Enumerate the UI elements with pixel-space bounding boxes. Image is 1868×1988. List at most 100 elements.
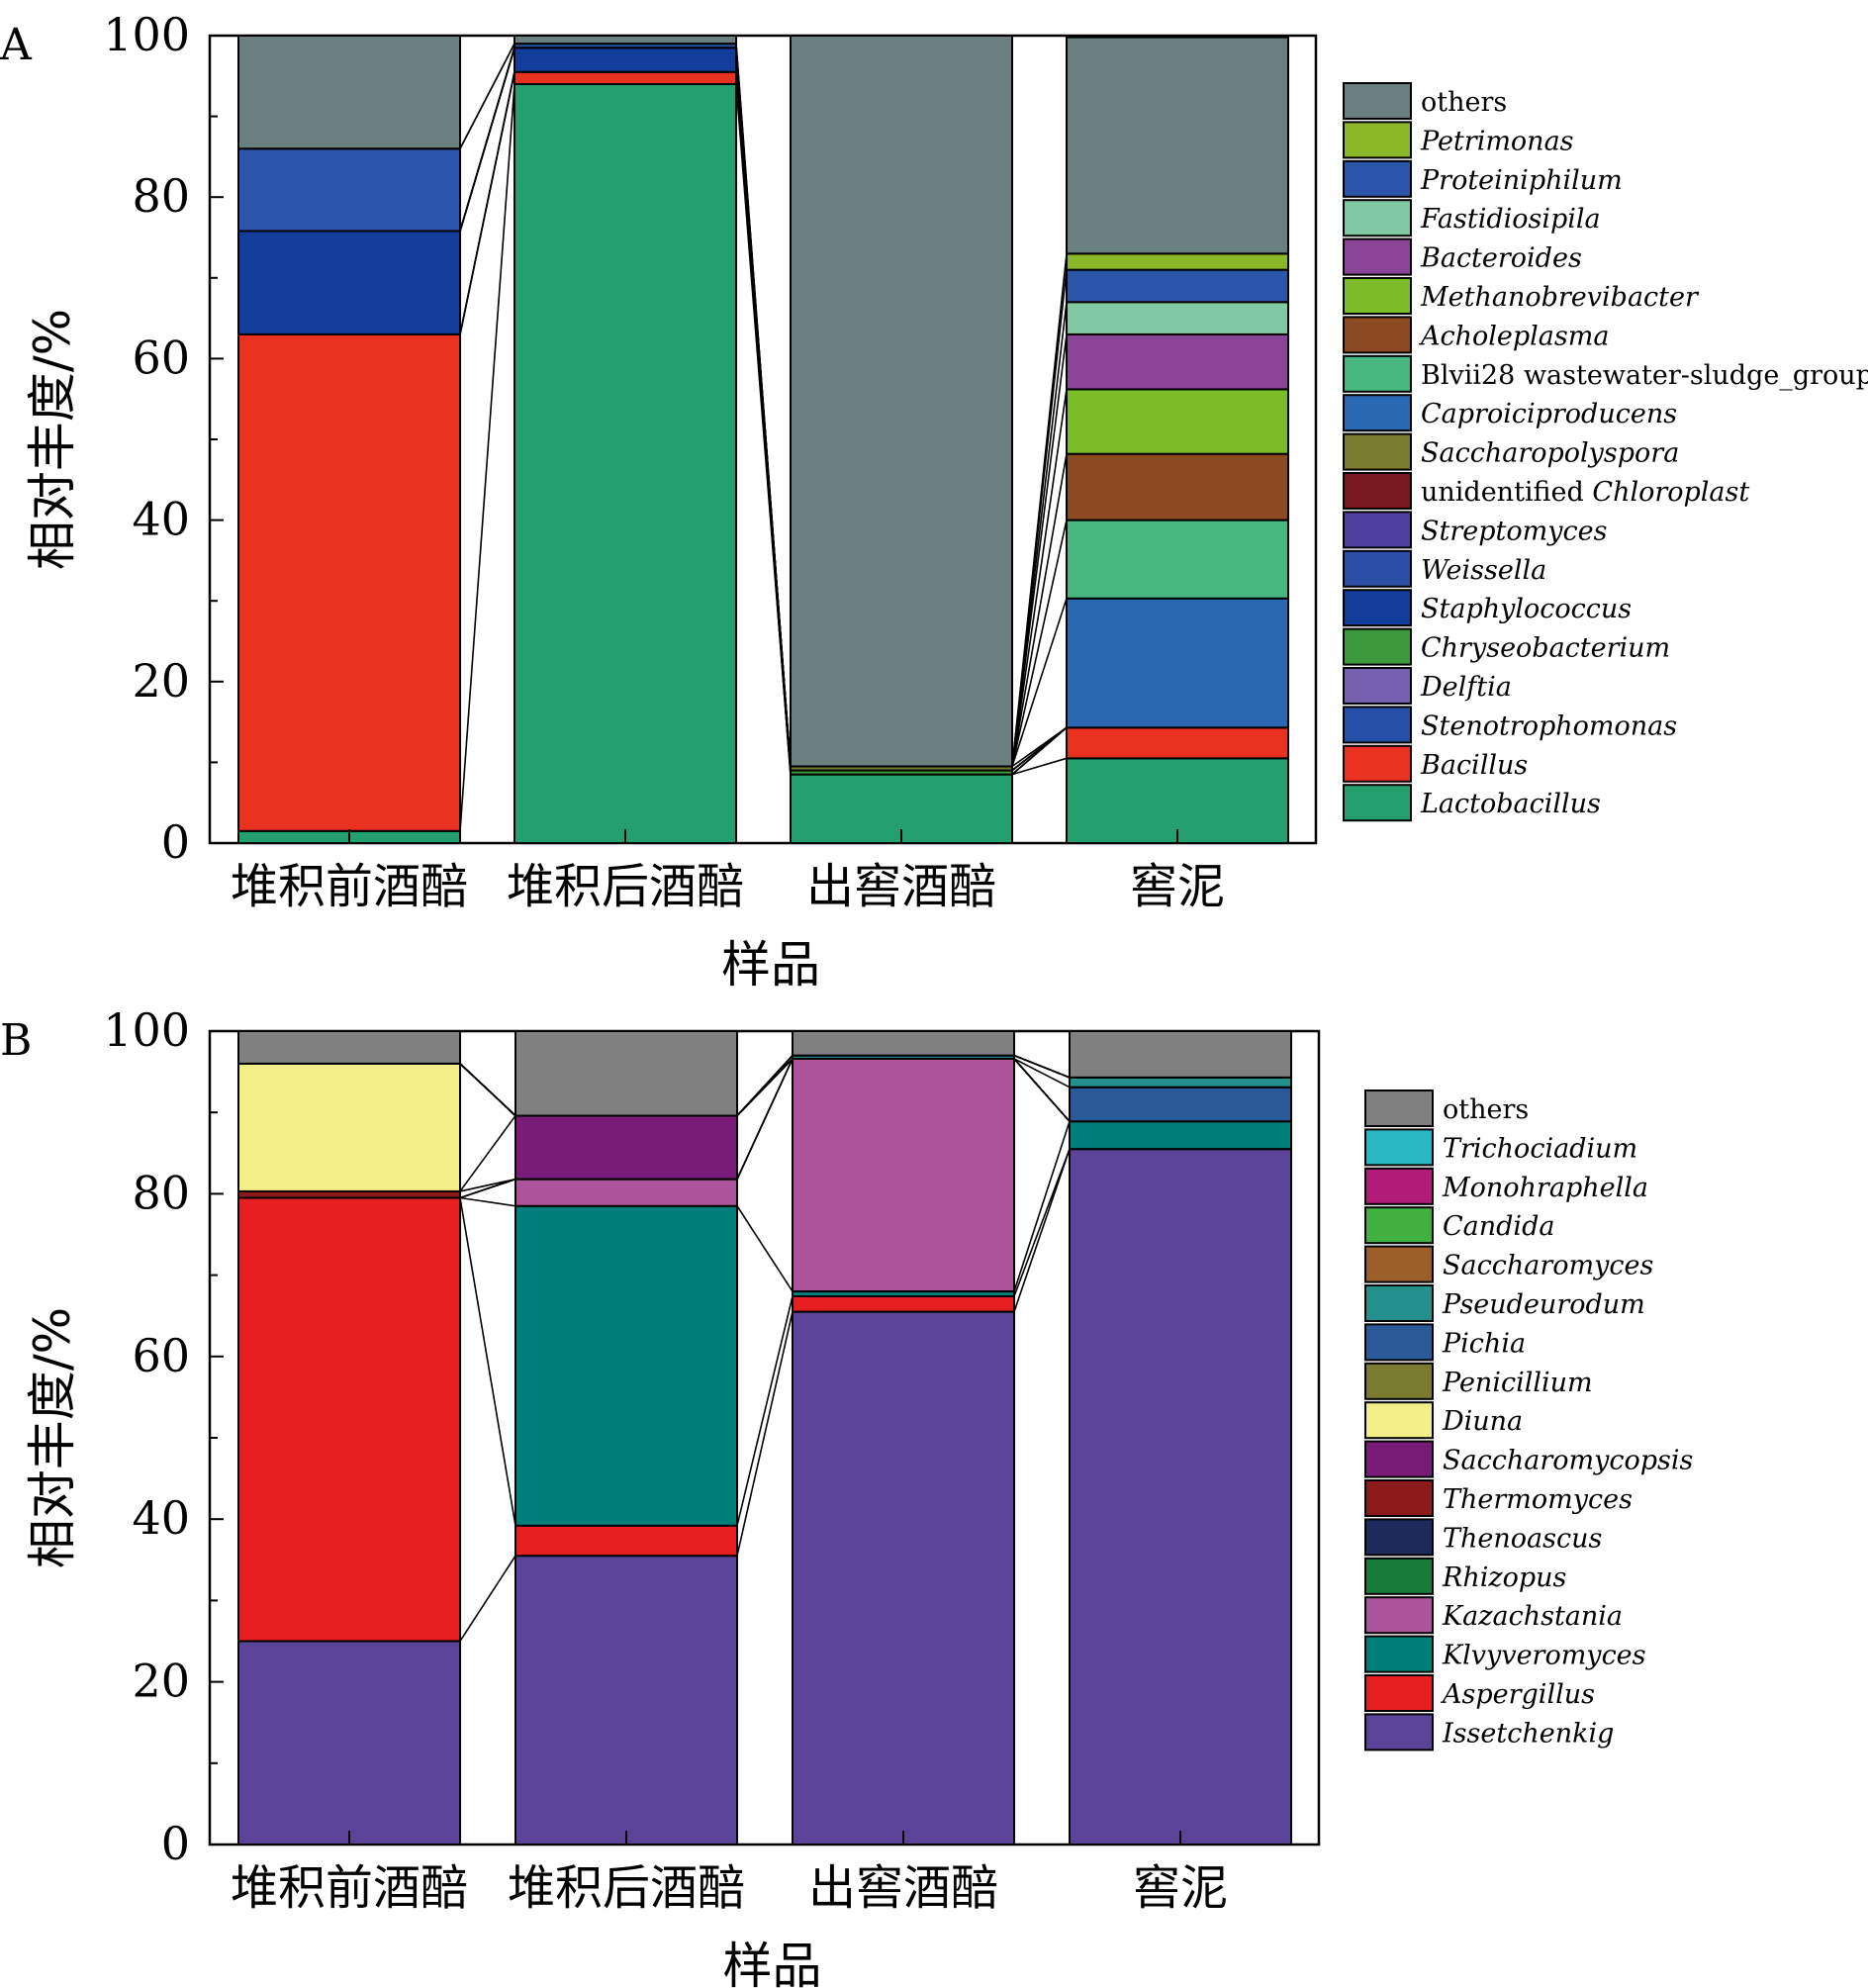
legend-label-name: Acholeplasma bbox=[1418, 321, 1609, 351]
y-tick-label: 100 bbox=[103, 8, 190, 61]
legend-label: others bbox=[1421, 87, 1507, 118]
legend: others Petrimonas Proteiniphilum Fastidiosi… bbox=[1343, 82, 1868, 822]
legend-item-blvii28-wastewater-sludge-group: Blvii28 wastewater-sludge_group bbox=[1343, 354, 1868, 393]
legend-item-methanobrevibacter: Methanobrevibacter bbox=[1343, 277, 1700, 315]
legend-item-saccharopolyspora: Saccharopolyspora bbox=[1343, 432, 1679, 471]
legend-item-others: others bbox=[1343, 82, 1507, 120]
legend-item-fastidiosipila: Fastidiosipila bbox=[1343, 199, 1601, 237]
legend-label: Weissella bbox=[1421, 555, 1546, 586]
legend-label: Aspergillus bbox=[1440, 1679, 1595, 1710]
y-tick-label: 0 bbox=[161, 815, 190, 869]
bar-segment-methanobrevibacter-4 bbox=[1066, 388, 1289, 455]
bar-segment-others-3 bbox=[790, 35, 1013, 768]
legend-swatch bbox=[1343, 354, 1412, 393]
legend-label-name: Delftia bbox=[1420, 672, 1512, 703]
connector-line bbox=[459, 43, 515, 149]
legend-label: Thenoascus bbox=[1443, 1523, 1602, 1554]
legend-swatch bbox=[1364, 1479, 1434, 1517]
legend-swatch bbox=[1364, 1557, 1434, 1595]
legend-swatch bbox=[1364, 1518, 1434, 1557]
legend-label: Monohraphella bbox=[1442, 1173, 1648, 1203]
legend-item-klvyveromyces: Klvyveromyces bbox=[1364, 1635, 1646, 1673]
legend-label: Pichia bbox=[1442, 1328, 1526, 1359]
legend-swatch bbox=[1343, 159, 1412, 198]
legend-swatch bbox=[1364, 1674, 1434, 1712]
legend-swatch bbox=[1343, 549, 1412, 588]
legend-label-name: Bacillus bbox=[1420, 750, 1528, 781]
legend-swatch bbox=[1343, 316, 1412, 354]
legend-label-name: Staphylococcus bbox=[1421, 594, 1632, 624]
legend-swatch bbox=[1364, 1596, 1434, 1635]
connector-line bbox=[459, 47, 515, 232]
legend-label: Blvii28 wastewater-sludge_group bbox=[1421, 360, 1868, 391]
bar-segment-staphylococcus-2 bbox=[514, 47, 737, 73]
x-category-label: 窖泥 bbox=[1133, 1860, 1228, 1916]
legend-label-name: Candida bbox=[1443, 1211, 1554, 1242]
legend-item-thenoascus: Thenoascus bbox=[1364, 1518, 1602, 1557]
bar-segment-issetchenkig-3 bbox=[792, 1310, 1015, 1846]
legend-label-name: Streptomyces bbox=[1421, 516, 1607, 546]
bar-segment-others-4 bbox=[1069, 1030, 1292, 1079]
y-axis-title: 相对丰度/% bbox=[24, 309, 81, 570]
legend-item-acholeplasma: Acholeplasma bbox=[1343, 316, 1609, 354]
legend-label-name: others bbox=[1421, 87, 1507, 118]
legend-label-name: Fastidiosipila bbox=[1420, 204, 1601, 235]
y-tick-label: 60 bbox=[132, 1329, 190, 1382]
legend-item-issetchenkig: Issetchenkig bbox=[1364, 1713, 1614, 1751]
legend-item-delftia: Delftia bbox=[1343, 667, 1512, 705]
connector-line bbox=[1011, 520, 1068, 767]
legend-label: Trichociadium bbox=[1443, 1133, 1637, 1164]
legend-item-pseudeurodum: Pseudeurodum bbox=[1364, 1284, 1645, 1322]
legend-item-saccharomycopsis: Saccharomycopsis bbox=[1364, 1440, 1693, 1478]
legend-swatch bbox=[1364, 1635, 1434, 1673]
connector-lines bbox=[459, 1054, 1071, 1642]
bar-segment-caproiciproducens-4 bbox=[1066, 597, 1289, 729]
connector-line bbox=[1013, 1058, 1071, 1122]
bar-segment-others-2 bbox=[514, 35, 737, 46]
legend-label: Saccharomycopsis bbox=[1443, 1446, 1693, 1476]
connector-line bbox=[1011, 726, 1068, 768]
bars bbox=[237, 35, 1289, 845]
legend-item-saccharomyces: Saccharomyces bbox=[1364, 1245, 1653, 1283]
connector-line bbox=[459, 1063, 516, 1117]
bar-segment-staphylococcus-1 bbox=[237, 230, 461, 335]
x-axis-title: 样品 bbox=[723, 1938, 822, 1988]
legend-label-name: Kazachstania bbox=[1442, 1601, 1623, 1632]
bar-segment-others-1 bbox=[237, 35, 461, 150]
legend-label-name: Saccharomyces bbox=[1443, 1251, 1653, 1281]
y-tick-label: 0 bbox=[161, 1817, 190, 1870]
legend-label: Klvyveromyces bbox=[1442, 1641, 1646, 1671]
legend-label: Saccharopolyspora bbox=[1421, 438, 1679, 469]
x-category-label: 窖泥 bbox=[1130, 859, 1225, 914]
legend-item-stenotrophomonas: Stenotrophomonas bbox=[1343, 706, 1677, 744]
bar-segment-aspergillus-2 bbox=[514, 1524, 738, 1558]
legend-label-name: Pichia bbox=[1442, 1328, 1526, 1359]
connector-lines bbox=[459, 43, 1068, 831]
bar-segment-others-1 bbox=[237, 1030, 461, 1065]
legend-label-name: Caproiciproducens bbox=[1421, 399, 1677, 429]
legend-item-petrimonas: Petrimonas bbox=[1343, 121, 1574, 159]
connector-line bbox=[735, 44, 792, 767]
legend-label-name: Bacteroides bbox=[1420, 243, 1582, 274]
legend-swatch bbox=[1343, 589, 1412, 627]
connector-line bbox=[1013, 1148, 1071, 1297]
y-tick-label: 80 bbox=[132, 169, 190, 223]
connector-line bbox=[459, 1178, 516, 1199]
legend-swatch bbox=[1343, 432, 1412, 471]
legend-item-kazachstania: Kazachstania bbox=[1364, 1596, 1623, 1635]
bar-segment-bacillus-4 bbox=[1066, 726, 1289, 760]
legend-swatch bbox=[1343, 472, 1412, 510]
legend-swatch bbox=[1364, 1323, 1434, 1362]
y-tick-label: 100 bbox=[103, 1003, 190, 1057]
legend-label-name: others bbox=[1443, 1094, 1529, 1125]
legend-label-name: Monohraphella bbox=[1442, 1173, 1648, 1203]
bar-segment-others-4 bbox=[1066, 36, 1289, 255]
connector-line bbox=[459, 1555, 516, 1642]
legend-label-name: Lactobacillus bbox=[1420, 789, 1601, 819]
legend-label: Acholeplasma bbox=[1418, 321, 1609, 351]
bar-segment-petrimonas-4 bbox=[1066, 252, 1289, 271]
legend-swatch bbox=[1343, 82, 1412, 120]
legend-item-proteiniphilum: Proteiniphilum bbox=[1343, 159, 1623, 198]
